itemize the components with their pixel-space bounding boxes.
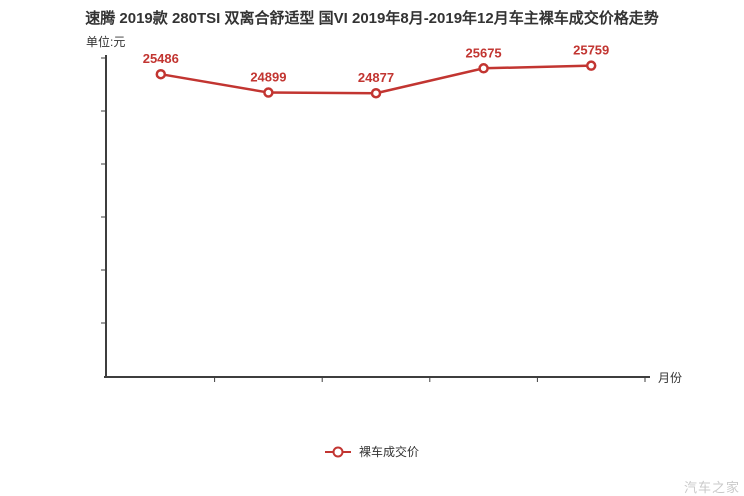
data-point-marker[interactable] (155, 68, 167, 80)
data-point-label: 25486 (143, 51, 179, 66)
watermark-logo: 汽车之家 (683, 480, 740, 495)
data-point-label: 24899 (250, 70, 286, 85)
plot-area: 25486 24899 24877 25675 25759 (101, 43, 650, 382)
data-point-label: 25759 (573, 43, 609, 58)
legend-item-price[interactable]: 裸车成交价 (0, 443, 744, 460)
x-axis-unit-label: 月份 (658, 371, 683, 385)
data-point-marker[interactable] (263, 87, 274, 98)
chart-title: 速腾 2019款 280TSI 双离合舒适型 国VI 2019年8月-2019年… (85, 10, 659, 27)
data-point-marker[interactable] (478, 63, 489, 74)
legend-label: 裸车成交价 (358, 445, 419, 459)
data-point-marker[interactable] (370, 87, 382, 99)
data-point-marker[interactable] (585, 60, 597, 71)
y-axis-unit-label: 单位:元 (86, 35, 126, 49)
data-point-label: 24877 (358, 70, 394, 85)
data-point-label: 25675 (466, 45, 502, 60)
legend-marker-icon (324, 450, 351, 453)
